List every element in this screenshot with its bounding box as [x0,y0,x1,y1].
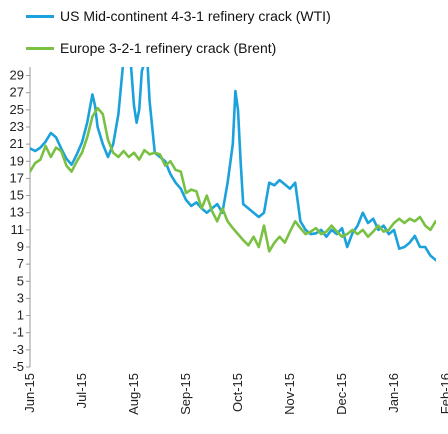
y-tick-label: 5 [17,273,24,288]
x-tick-label: Nov-15 [282,373,297,415]
y-tick-label: 11 [11,222,25,237]
y-tick-label: 15 [10,188,24,203]
x-tick-label: Oct-15 [230,373,245,412]
legend-swatch-brent [26,46,54,50]
y-tick-label: 21 [10,136,24,151]
y-tick-label: 27 [10,85,24,100]
legend-item-brent: Europe 3-2-1 refinery crack (Brent) [26,40,276,56]
legend-swatch-wti [26,14,54,18]
plot-area [30,67,436,262]
legend-label-wti: US Mid-continent 4-3-1 refinery crack (W… [60,8,331,24]
x-tick-label: Jan-16 [386,373,401,413]
y-tick-label: 29 [10,68,24,83]
series-line-wti [30,67,436,262]
y-tick-label: -3 [12,342,24,357]
y-tick-label: 25 [10,102,24,117]
legend-item-wti: US Mid-continent 4-3-1 refinery crack (W… [26,8,331,24]
legend-label-brent: Europe 3-2-1 refinery crack (Brent) [60,40,277,56]
y-tick-label: 9 [17,239,24,254]
x-tick-label: Aug-15 [126,373,141,415]
y-tick-label: -5 [12,359,24,374]
x-tick-label: Jun-15 [22,373,37,413]
x-tick-label: Dec-15 [334,373,349,415]
x-tick-label: Feb-16 [438,373,448,414]
y-tick-label: 19 [10,153,24,168]
y-tick-label: 17 [10,170,24,185]
y-tick-label: 3 [17,290,24,305]
y-tick-label: 13 [10,205,24,220]
x-tick-label: Sep-15 [178,373,193,415]
y-tick-label: 23 [10,119,24,134]
y-tick-label: 7 [17,256,24,271]
y-tick-label: 1 [17,308,24,323]
y-tick-label: -1 [12,325,24,340]
x-tick-label: Jul-15 [74,373,89,408]
series-line-brent [30,106,436,253]
